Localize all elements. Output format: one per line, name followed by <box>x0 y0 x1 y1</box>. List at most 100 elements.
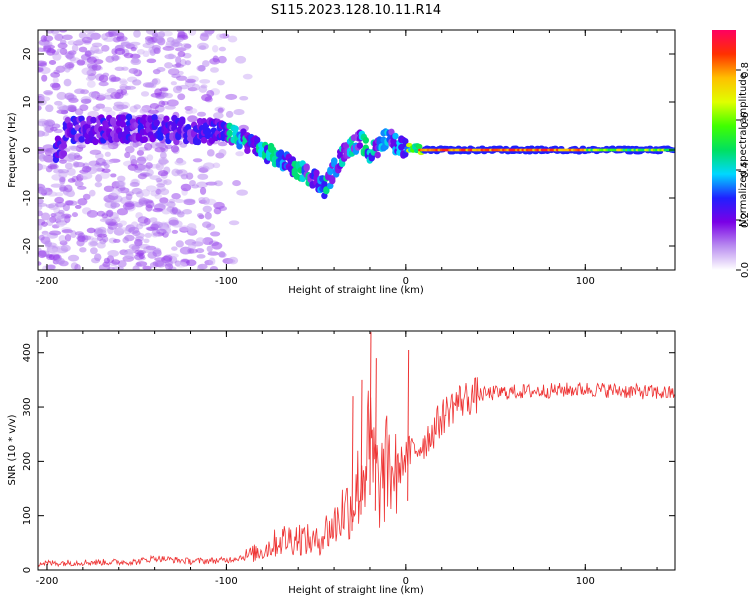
spectrogram-noise-mark <box>111 54 120 62</box>
spectrogram-track-mark <box>374 151 381 159</box>
spectrogram-track-mark <box>303 164 310 172</box>
spectrogram-noise-mark <box>180 43 192 50</box>
spectrogram-noise-mark <box>104 151 111 157</box>
spectrogram-noise-mark <box>77 235 86 243</box>
spectrogram-noise-mark <box>183 198 196 203</box>
spectrogram-noise-mark <box>121 66 129 71</box>
spectrogram-noise-mark <box>49 230 61 236</box>
spectrogram-noise-mark <box>202 221 212 228</box>
spectrogram-noise-mark <box>99 218 111 223</box>
spectrogram-noise-mark <box>74 88 85 95</box>
spectrogram-noise-mark <box>101 213 109 219</box>
spectrogram-noise-mark <box>218 149 227 157</box>
spectrogram-noise-mark <box>82 193 91 200</box>
spectrogram-noise-mark <box>42 154 50 160</box>
spectrogram-noise-mark <box>242 73 253 80</box>
spectrogram-noise-mark <box>72 161 80 168</box>
spectrogram-noise-mark <box>67 254 80 262</box>
spectrogram-track-mark <box>313 169 320 177</box>
spectrogram-noise-mark <box>164 144 173 150</box>
spectrogram-noise-mark <box>164 105 176 110</box>
spectrogram-noise-mark <box>209 266 219 270</box>
spectrogram-noise-mark <box>158 100 166 108</box>
spectrogram-noise-mark <box>227 35 238 43</box>
spectrogram-noise-mark <box>64 51 75 59</box>
spectrogram-noise-mark <box>120 41 132 47</box>
spectrogram-noise-mark <box>170 81 177 86</box>
spectrogram-noise-mark <box>60 244 71 252</box>
spectrogram-noise-mark <box>99 171 111 179</box>
spectrogram-noise-mark <box>136 149 145 156</box>
spectrogram-track-mark <box>415 144 423 149</box>
spectrogram-noise-mark <box>199 186 207 195</box>
spectrogram-noise-mark <box>52 52 62 61</box>
spectrogram-noise-mark <box>131 187 143 195</box>
spectrogram-noise-mark <box>107 30 120 36</box>
spectrogram-noise-mark <box>145 204 153 212</box>
spectrogram-noise-mark <box>135 252 144 257</box>
spectrogram-noise-mark <box>187 115 198 123</box>
spectrogram-noise-mark <box>176 30 185 34</box>
spectrogram-noise-mark <box>199 79 211 84</box>
spectrogram-noise-mark <box>146 168 154 177</box>
snr-frame <box>37 330 676 571</box>
spectrogram-noise-mark <box>44 240 52 247</box>
spectrogram-noise-mark <box>48 60 57 65</box>
spectrogram-noise-mark <box>110 173 117 178</box>
spectrogram-noise-mark <box>66 104 77 112</box>
spectrogram-noise-mark <box>228 220 240 226</box>
spectrogram-noise-mark <box>59 30 68 33</box>
spectrogram-noise-mark <box>152 207 164 213</box>
spectrogram-noise-mark <box>116 35 128 42</box>
spectrogram-noise-mark <box>128 226 140 234</box>
spectrogram-noise-mark <box>119 220 127 226</box>
spectrogram-noise-mark <box>133 167 143 173</box>
spectrogram-noise-mark <box>191 184 200 189</box>
spectrogram-noise-mark <box>154 260 167 268</box>
spectrogram-noise-mark <box>149 217 158 223</box>
spectrogram-noise-mark <box>119 78 128 84</box>
spectrogram-noise-mark <box>135 261 148 267</box>
spectrogram-noise-mark <box>45 104 54 113</box>
spectrogram-noise-mark <box>212 112 224 119</box>
spectrogram-noise-mark <box>122 237 129 244</box>
spectrogram-noise-mark <box>42 265 49 270</box>
spectrogram-noise-mark <box>112 238 121 243</box>
spectrogram-noise-mark <box>111 187 121 196</box>
spectrogram-noise-mark <box>45 204 56 209</box>
spectrogram-noise-mark <box>174 159 187 166</box>
spectrogram-noise-mark <box>84 50 92 57</box>
spectrogram-noise-mark <box>144 232 152 238</box>
spectrogram-noise-mark <box>196 111 207 117</box>
snr-x-ticks: -200 -100 0 100 <box>36 331 658 587</box>
spectrogram-noise-mark <box>217 107 224 114</box>
spectrogram-noise-mark <box>116 89 124 94</box>
snr-marks <box>38 332 675 568</box>
snr-spike-mark <box>374 358 377 511</box>
spectrogram-noise-mark <box>116 208 129 216</box>
spectrogram-noise-mark <box>61 229 74 234</box>
spectrogram-noise-mark <box>59 176 66 185</box>
spectrogram-noise-mark <box>91 42 103 48</box>
spectrogram-track-mark <box>356 142 364 149</box>
spectrogram-noise-mark <box>45 30 55 34</box>
spectrogram-noise-mark <box>90 247 98 255</box>
spectrogram-noise-mark <box>225 110 234 118</box>
spectrogram-noise-mark <box>71 44 79 52</box>
spectrogram-noise-mark <box>38 46 43 52</box>
spectrogram-noise-mark <box>50 183 63 188</box>
spectrogram-noise-mark <box>176 169 188 177</box>
spectrogram-noise-mark <box>38 41 51 47</box>
spectrogram-noise-mark <box>59 39 67 45</box>
spectrogram-noise-mark <box>62 203 70 212</box>
spectrogram-track-mark <box>141 136 148 143</box>
spectrogram-noise-mark <box>86 80 96 88</box>
spectrogram-noise-mark <box>142 50 150 58</box>
spectrogram-noise-mark <box>132 79 142 86</box>
spectrogram-noise-mark <box>171 206 178 215</box>
spectrogram-noise-mark <box>70 230 77 239</box>
spectrogram-track-mark <box>125 113 133 121</box>
spectrogram-noise-mark <box>130 46 137 52</box>
spectrogram-noise-mark <box>163 92 173 99</box>
spectrogram-noise-mark <box>80 98 92 104</box>
